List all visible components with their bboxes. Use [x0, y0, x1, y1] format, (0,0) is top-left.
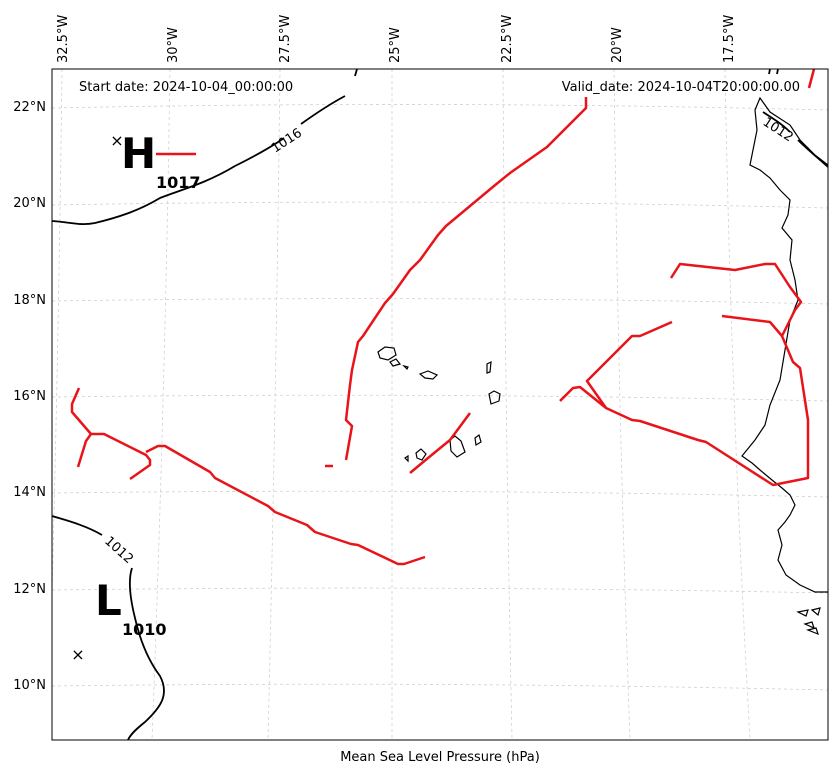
cape-verde-santo-antao: [377, 346, 397, 361]
lon-tick: 25°W: [388, 27, 403, 63]
isobar-label: 1012: [760, 115, 796, 146]
lat-tick: 16°N: [13, 389, 46, 404]
front-line: [807, 69, 816, 89]
front-line: [585, 320, 673, 409]
isobar-1012-east: [762, 69, 828, 168]
lat-tick: 18°N: [13, 293, 46, 308]
front-line: [559, 262, 810, 487]
lat-tick: 14°N: [13, 485, 46, 500]
lon-tick: 20°W: [610, 27, 625, 63]
bijagos-island: [806, 627, 819, 636]
front-line: [91, 432, 152, 481]
cape-verde-sao-vicente: [389, 358, 402, 367]
high-value: 1017: [156, 173, 201, 192]
bijagos-island: [803, 621, 815, 630]
front-line: [145, 444, 426, 566]
lon-tick: 22.5°W: [500, 15, 515, 63]
latitude-tick-labels: 22°N 20°N 18°N 16°N 14°N 12°N 10°N: [13, 100, 46, 693]
cape-verde-santa-luzia: [402, 364, 409, 371]
isobar-1012-west: [52, 515, 165, 740]
africa-coast: [741, 96, 828, 593]
cape-verde-brava: [404, 454, 409, 463]
isobars: [52, 69, 828, 740]
fronts: [70, 69, 816, 566]
lon-tick: 27.5°W: [278, 15, 293, 63]
lon-tick: 17.5°W: [722, 15, 737, 63]
longitude-tick-labels: 32.5°W 30°W 27.5°W 25°W 22.5°W 20°W 17.5…: [56, 15, 737, 63]
cape-verde-fogo: [415, 448, 427, 461]
high-center-marker-icon: ×: [110, 131, 123, 150]
bijagos-island: [796, 609, 809, 617]
cape-verde-sao-nicolau: [418, 370, 439, 380]
graticule: [52, 69, 828, 740]
lon-tick: 30°W: [166, 27, 181, 63]
front-line: [721, 314, 783, 337]
coastline: [377, 96, 828, 636]
lon-tick: 32.5°W: [56, 15, 71, 63]
front-line: [344, 97, 588, 461]
low-value: 1010: [122, 620, 167, 639]
cape-verde-santiago: [449, 435, 466, 458]
cape-verde-maio: [474, 433, 482, 446]
cape-verde-sal: [486, 360, 492, 374]
start-date-label: Start date: 2024-10-04_00:00:00: [79, 80, 293, 95]
low-letter: L: [95, 576, 122, 625]
lat-tick: 20°N: [13, 196, 46, 211]
isobar-label: 1016: [269, 126, 305, 157]
front-line: [70, 387, 93, 468]
cape-verde-boa-vista: [488, 390, 501, 405]
bijagos-island: [810, 607, 821, 617]
x-axis-label: Mean Sea Level Pressure (hPa): [340, 750, 540, 765]
lat-tick: 10°N: [13, 678, 46, 693]
front-line: [409, 412, 472, 474]
low-center-marker-icon: ×: [71, 645, 84, 664]
low-pressure-center: × L 1010: [71, 576, 166, 664]
valid-date-label: Valid_date: 2024-10-04T20:00:00.00: [562, 80, 800, 95]
lat-tick: 22°N: [13, 100, 46, 115]
lat-tick: 12°N: [13, 582, 46, 597]
plot-frame: [51, 68, 829, 741]
isobar-1016: [52, 69, 358, 225]
high-pressure-center: × H 1017: [110, 129, 200, 192]
isobar-label: 1012: [101, 534, 136, 567]
high-letter: H: [121, 129, 156, 178]
